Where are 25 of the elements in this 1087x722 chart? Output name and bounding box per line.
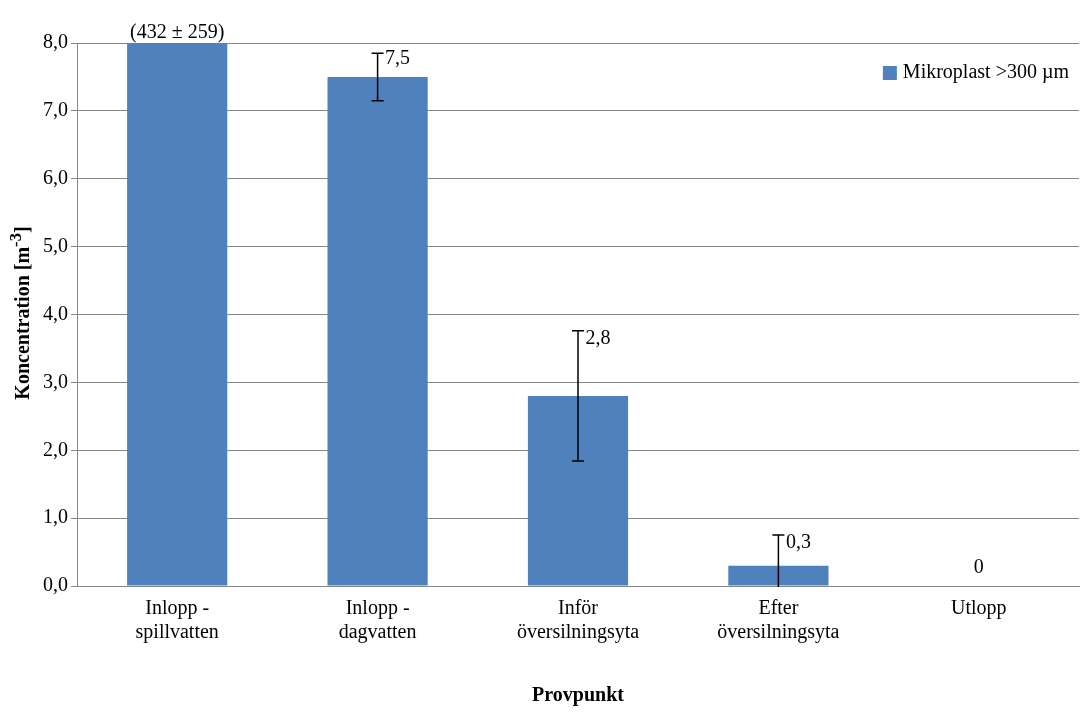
bar — [527, 395, 629, 586]
bar — [127, 43, 228, 586]
x-axis-title: Provpunkt — [532, 683, 625, 707]
data-label: 7,5 — [385, 46, 411, 69]
legend-label: Mikroplast >300 µm — [902, 60, 1070, 84]
y-tick-label: 2,0 — [43, 437, 68, 460]
data-label: (432 ± 259) — [130, 20, 225, 44]
y-tick-label: 6,0 — [43, 166, 68, 188]
y-tick-label: 0,0 — [43, 573, 68, 596]
y-tick-label: 7,0 — [43, 98, 68, 121]
x-tick-label: Inför översilningsyta — [516, 596, 640, 644]
y-tick-label: 1,0 — [43, 505, 68, 528]
x-tick-label: Inlopp - spillvatten — [135, 596, 219, 644]
x-tick-label: Efter översilningsyta — [717, 596, 840, 644]
x-tick-label: Inlopp - dagvatten — [338, 596, 417, 644]
x-tick-label: Utlopp — [951, 596, 1007, 620]
data-label: 2,8 — [585, 326, 611, 349]
y-tick-label: 8,0 — [43, 30, 68, 53]
bar — [327, 76, 428, 586]
data-label: 0,3 — [785, 530, 811, 553]
y-tick-label: 5,0 — [43, 233, 68, 256]
bar — [728, 565, 829, 586]
data-label: 0 — [973, 555, 984, 578]
y-tick-label: 4,0 — [43, 301, 68, 324]
y-tick-label: 3,0 — [43, 369, 68, 392]
